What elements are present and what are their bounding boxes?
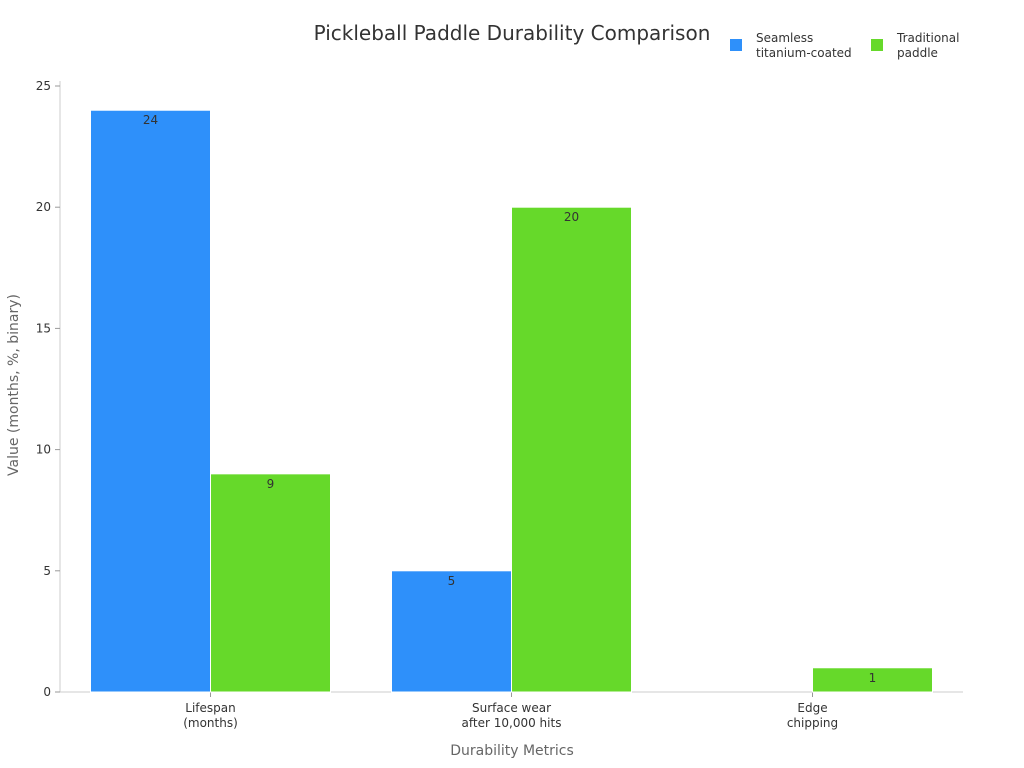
legend-label: Traditional paddle: [896, 31, 959, 60]
legend-label-line: paddle: [897, 46, 938, 60]
legend-swatch: [871, 39, 883, 51]
x-tick-label: Surface wear after 10,000 hits: [462, 701, 562, 730]
bar-value-label: 24: [143, 113, 158, 127]
y-axis: 0 5 10 15 20 25: [36, 79, 61, 699]
x-tick-label: Lifespan (months): [183, 701, 238, 730]
bar: [210, 473, 331, 693]
bar: [391, 570, 512, 693]
x-tick-label-line: chipping: [787, 716, 838, 730]
bar-value-label: 20: [564, 210, 579, 224]
legend-label: Seamless titanium-coated: [756, 31, 852, 60]
bars: 24 9 5 20 1: [90, 109, 933, 693]
x-tick-label-line: after 10,000 hits: [462, 716, 562, 730]
x-axis: Lifespan (months) Surface wear after 10,000…: [60, 691, 963, 730]
bar: [511, 206, 632, 693]
y-tick-label: 20: [36, 200, 51, 214]
y-tick-label: 25: [36, 79, 51, 93]
bar-value-label: 9: [267, 477, 275, 491]
y-axis-title: Value (months, %, binary): [6, 294, 22, 476]
x-tick-label-line: Surface wear: [472, 701, 551, 715]
legend-label-line: titanium-coated: [756, 46, 852, 60]
x-tick-label-line: Lifespan: [185, 701, 235, 715]
legend-swatch: [730, 39, 742, 51]
legend: Seamless titanium-coated Traditional paddle: [730, 31, 959, 60]
bar: [90, 109, 211, 693]
x-tick-label-line: Edge: [797, 701, 827, 715]
legend-label-line: Traditional: [896, 31, 959, 45]
y-tick-label: 5: [43, 564, 51, 578]
legend-label-line: Seamless: [756, 31, 813, 45]
y-tick-label: 0: [43, 685, 51, 699]
y-tick-label: 15: [36, 321, 51, 335]
bar: [812, 667, 933, 693]
bar-value-label: 5: [448, 574, 456, 588]
x-tick-label-line: (months): [183, 716, 238, 730]
x-tick-label: Edge chipping: [787, 701, 838, 730]
chart-title: Pickleball Paddle Durability Comparison: [314, 21, 711, 45]
bar-value-label: 1: [869, 671, 877, 685]
y-tick-label: 10: [36, 443, 51, 457]
x-axis-title: Durability Metrics: [450, 743, 574, 759]
